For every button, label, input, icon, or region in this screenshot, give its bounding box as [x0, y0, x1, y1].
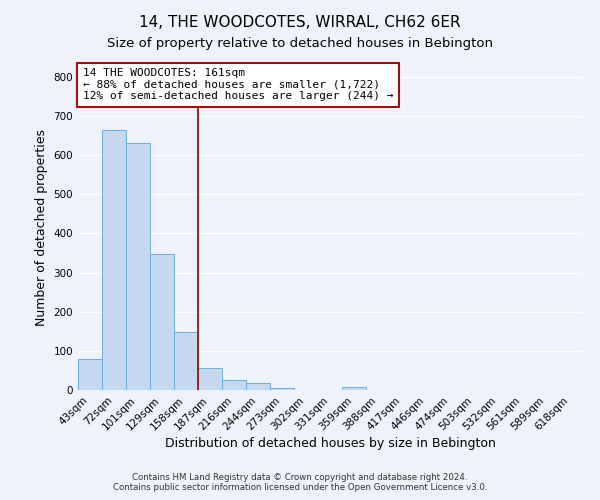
- Bar: [198, 368, 222, 390]
- Text: 14, THE WOODCOTES, WIRRAL, CH62 6ER: 14, THE WOODCOTES, WIRRAL, CH62 6ER: [139, 15, 461, 30]
- Bar: [174, 332, 198, 390]
- Text: Size of property relative to detached houses in Bebington: Size of property relative to detached ho…: [107, 38, 493, 51]
- Text: 14 THE WOODCOTES: 161sqm
← 88% of detached houses are smaller (1,722)
12% of sem: 14 THE WOODCOTES: 161sqm ← 88% of detach…: [83, 68, 394, 102]
- Bar: [246, 384, 270, 390]
- Bar: [222, 380, 246, 390]
- X-axis label: Distribution of detached houses by size in Bebington: Distribution of detached houses by size …: [164, 438, 496, 450]
- Bar: [102, 130, 126, 390]
- Bar: [126, 144, 150, 390]
- Bar: [342, 388, 366, 390]
- Text: Contains HM Land Registry data © Crown copyright and database right 2024.
Contai: Contains HM Land Registry data © Crown c…: [113, 473, 487, 492]
- Bar: [270, 388, 294, 390]
- Bar: [78, 358, 102, 390]
- Bar: [150, 254, 174, 390]
- Y-axis label: Number of detached properties: Number of detached properties: [35, 129, 48, 326]
